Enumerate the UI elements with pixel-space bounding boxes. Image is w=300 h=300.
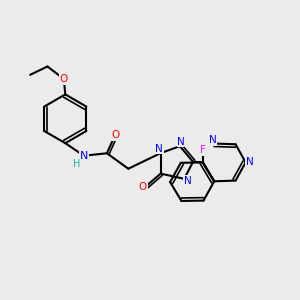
Text: N: N <box>209 135 217 145</box>
Text: O: O <box>111 130 119 140</box>
Text: N: N <box>178 137 185 147</box>
Text: N: N <box>155 144 163 154</box>
Text: H: H <box>73 159 81 169</box>
Text: O: O <box>139 182 147 192</box>
Text: N: N <box>80 151 88 160</box>
Text: N: N <box>246 157 254 167</box>
Text: F: F <box>200 145 206 155</box>
Text: O: O <box>60 74 68 84</box>
Text: N: N <box>184 176 192 186</box>
